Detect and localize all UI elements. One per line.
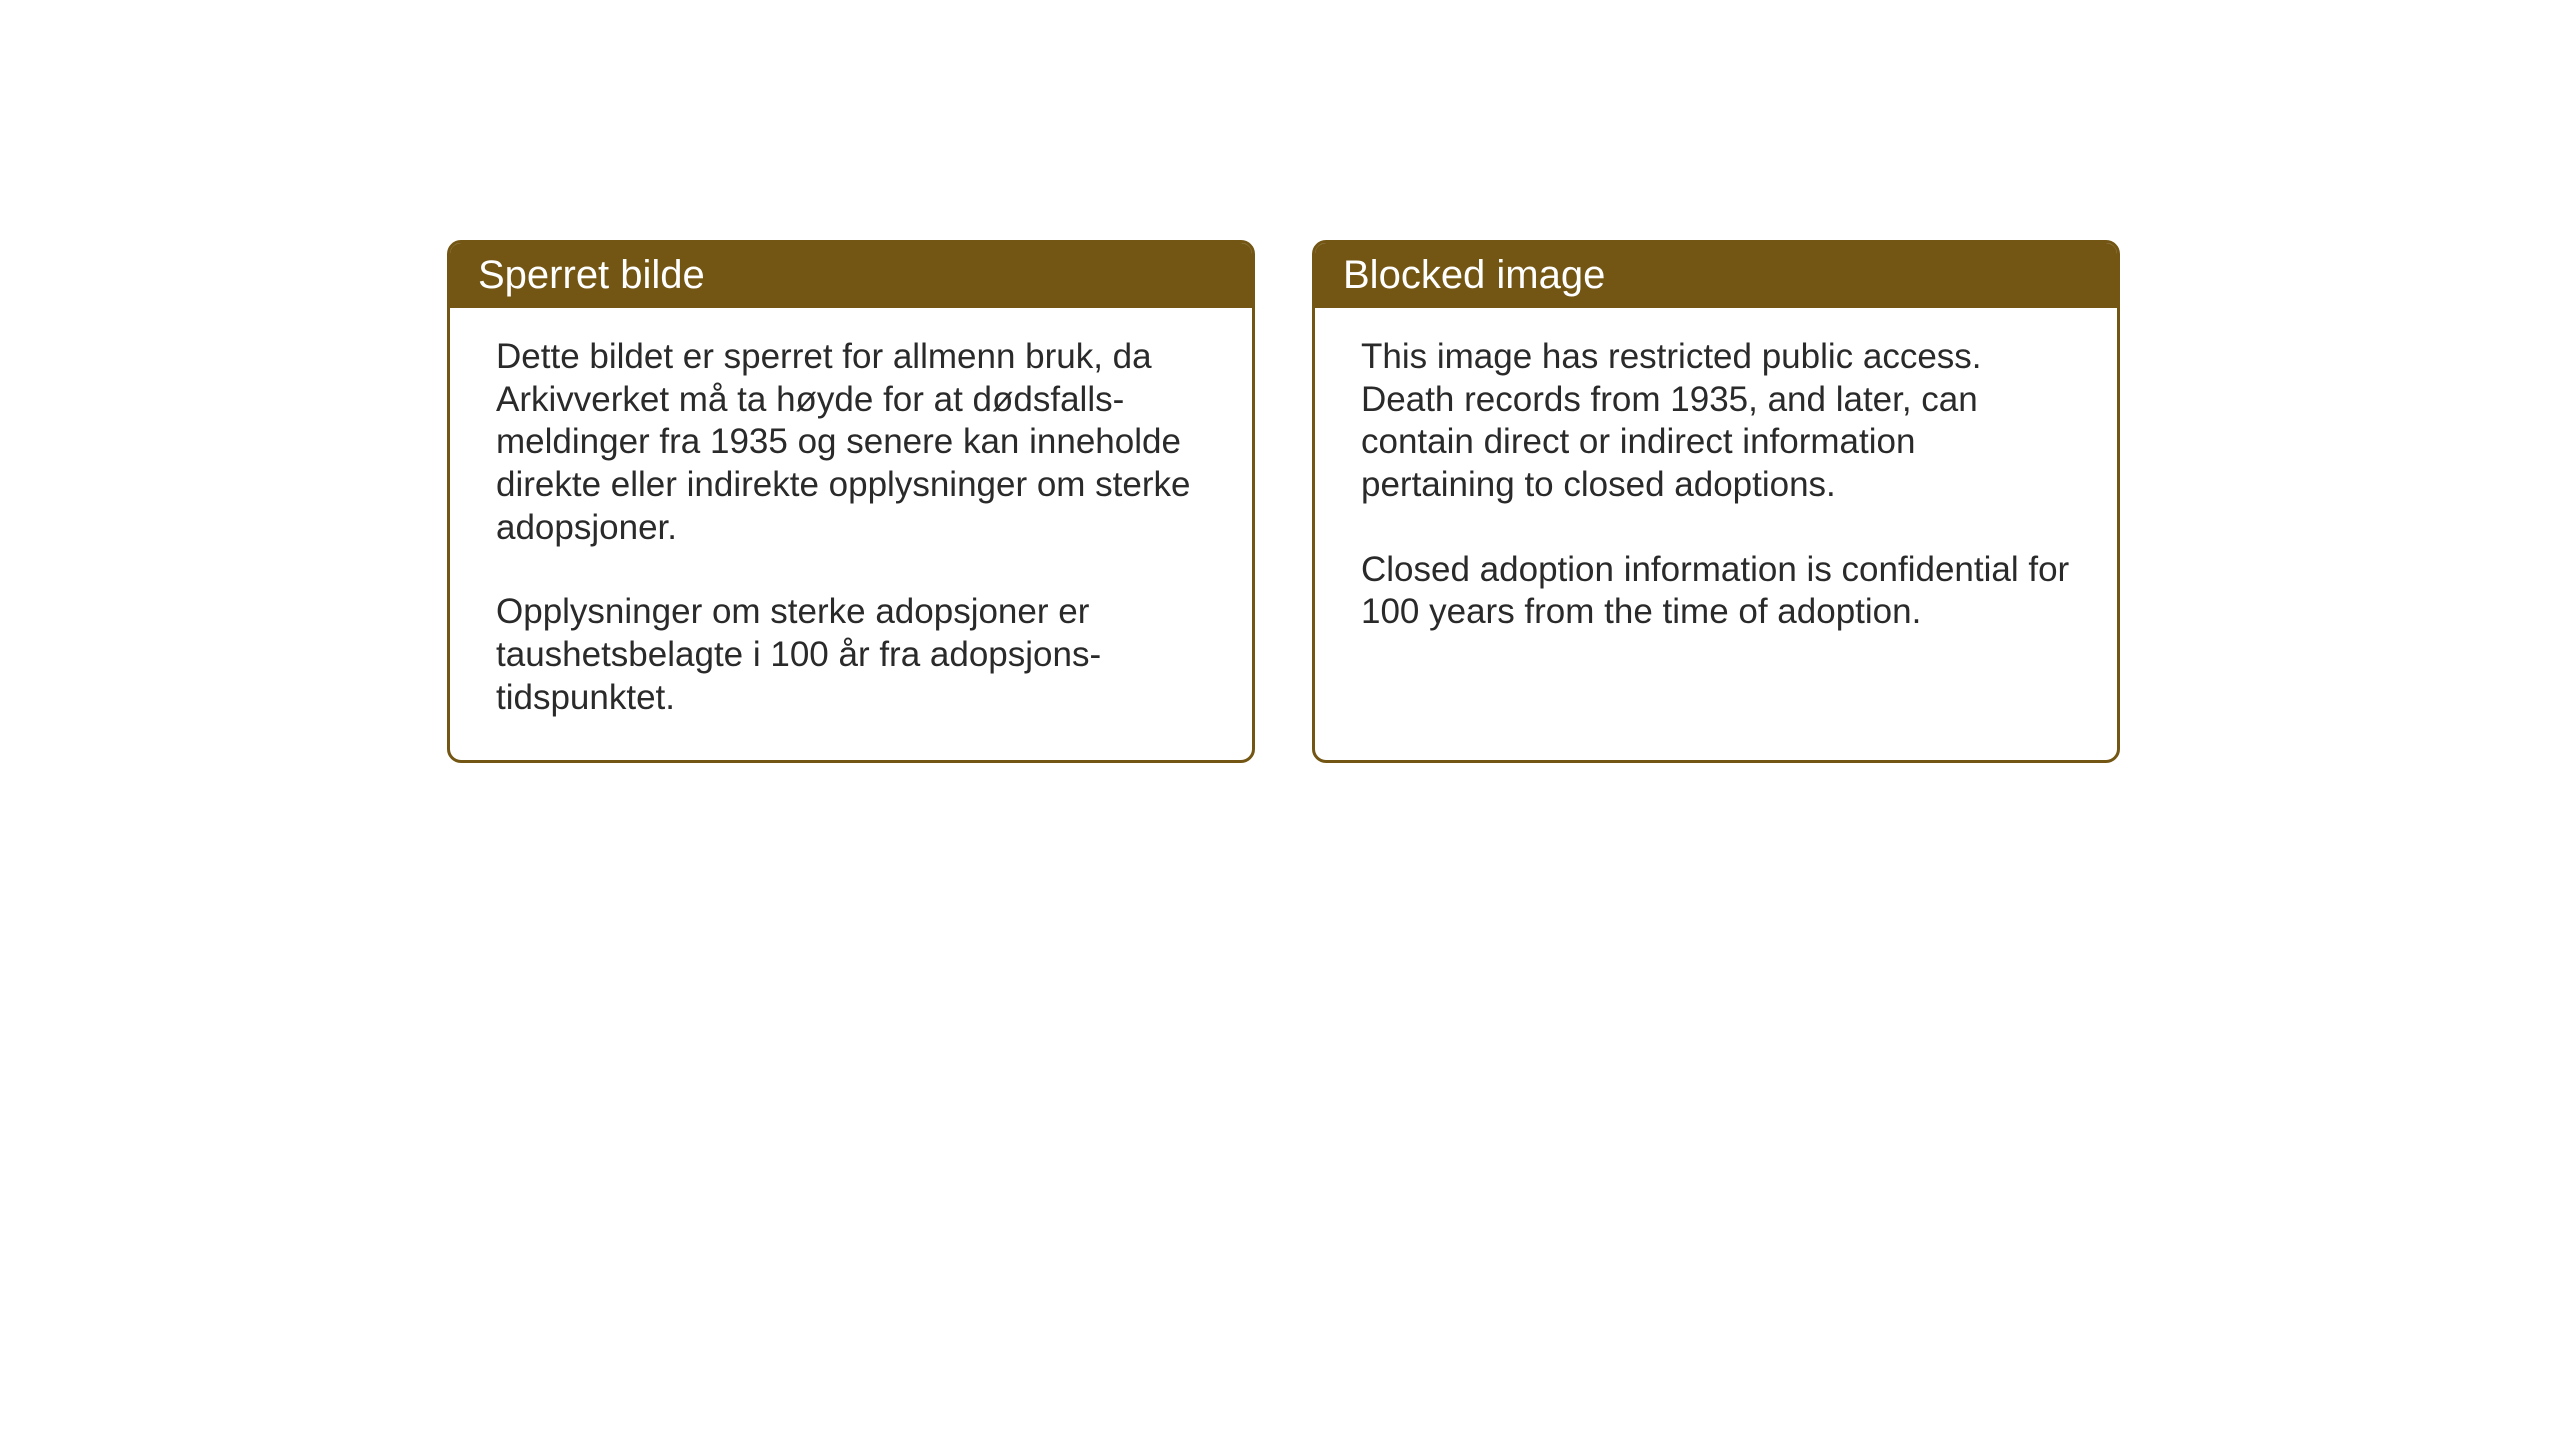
card-paragraph-2-english: Closed adoption information is confident… — [1361, 549, 2071, 634]
card-body-english: This image has restricted public access.… — [1315, 308, 2117, 734]
card-header-norwegian: Sperret bilde — [450, 243, 1252, 308]
notice-card-norwegian: Sperret bilde Dette bildet er sperret fo… — [447, 240, 1255, 763]
card-header-english: Blocked image — [1315, 243, 2117, 308]
card-paragraph-1-english: This image has restricted public access.… — [1361, 336, 2071, 507]
notice-cards-container: Sperret bilde Dette bildet er sperret fo… — [447, 240, 2120, 763]
card-paragraph-1-norwegian: Dette bildet er sperret for allmenn bruk… — [496, 336, 1206, 549]
notice-card-english: Blocked image This image has restricted … — [1312, 240, 2120, 763]
card-body-norwegian: Dette bildet er sperret for allmenn bruk… — [450, 308, 1252, 760]
card-paragraph-2-norwegian: Opplysninger om sterke adopsjoner er tau… — [496, 591, 1206, 719]
